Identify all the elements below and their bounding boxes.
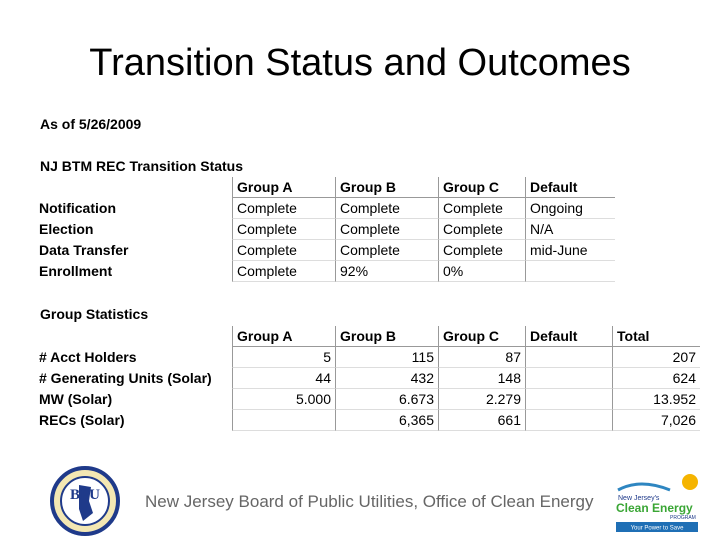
statistics-heading: Group Statistics: [40, 306, 149, 322]
table-cell: [232, 410, 335, 431]
sun: [682, 474, 698, 490]
table-cell: 7,026: [612, 410, 700, 431]
cep-logo: New Jersey's Clean Energy PROGRAM Your P…: [616, 474, 698, 532]
table-cell: 115: [335, 347, 438, 368]
table-cell: Notification: [39, 200, 116, 216]
table-cell: Ongoing: [525, 198, 615, 219]
table-cell: Complete: [232, 219, 335, 240]
header-cell: Default: [525, 177, 615, 198]
table-cell: [525, 368, 612, 389]
table-cell: 5.000: [232, 389, 335, 410]
header-cell: Group A: [232, 177, 335, 198]
table-cell: 0%: [438, 261, 525, 282]
slide-title: Transition Status and Outcomes: [89, 42, 631, 84]
table-cell: 5: [232, 347, 335, 368]
cep-line3: PROGRAM: [670, 515, 696, 521]
table-cell: [525, 347, 612, 368]
table-cell: Election: [39, 221, 94, 237]
table-cell: 6,365: [335, 410, 438, 431]
as-of-date: As of 5/26/2009: [40, 116, 142, 132]
table-cell: [525, 261, 615, 282]
header-cell: [35, 177, 232, 198]
bpu-text: BPU: [70, 487, 100, 503]
table-cell: 661: [438, 410, 525, 431]
table-cell: 432: [335, 368, 438, 389]
table-cell: 44: [232, 368, 335, 389]
wave: [617, 482, 671, 492]
table-cell: # Acct Holders: [39, 349, 137, 365]
table-cell: N/A: [525, 219, 615, 240]
table-cell: Complete: [438, 240, 525, 261]
table-cell: RECs (Solar): [39, 412, 125, 428]
table-cell: Complete: [438, 198, 525, 219]
table-cell: Complete: [232, 198, 335, 219]
table-cell: [525, 410, 612, 431]
status-heading: NJ BTM REC Transition Status: [40, 158, 244, 174]
nj-shape: [79, 485, 93, 521]
table-cell: 148: [438, 368, 525, 389]
table-cell: Complete: [232, 261, 335, 282]
header-cell: [35, 326, 232, 347]
table-cell: MW (Solar): [39, 391, 113, 407]
header-cell: Group C: [438, 326, 525, 347]
table-cell: # Generating Units (Solar): [39, 370, 212, 386]
cep-line2: Clean Energy: [616, 501, 693, 515]
table-cell: 624: [612, 368, 700, 389]
header-cell: Group B: [335, 326, 438, 347]
table-cell: Data Transfer: [39, 242, 129, 258]
table-cell: Complete: [335, 219, 438, 240]
bpu-logo: BPU: [50, 466, 120, 536]
table-cell: 87: [438, 347, 525, 368]
table-cell: 207: [612, 347, 700, 368]
table-cell: Complete: [335, 198, 438, 219]
cep-line1: New Jersey's: [618, 495, 660, 502]
table-cell: Complete: [438, 219, 525, 240]
table-cell: mid-June: [525, 240, 615, 261]
table-cell: 2.279: [438, 389, 525, 410]
table-cell: 13.952: [612, 389, 700, 410]
table-cell: Complete: [335, 240, 438, 261]
header-cell: Default: [525, 326, 612, 347]
table-cell: Enrollment: [39, 263, 113, 279]
header-cell: Group A: [232, 326, 335, 347]
header-cell: Total: [612, 326, 700, 347]
table-cell: Complete: [232, 240, 335, 261]
header-cell: Group B: [335, 177, 438, 198]
header-cell: Group C: [438, 177, 525, 198]
cep-tagline: Your Power to Save: [631, 526, 684, 532]
table-cell: [525, 389, 612, 410]
table-cell: 92%: [335, 261, 438, 282]
footer-text: New Jersey Board of Public Utilities, Of…: [145, 492, 594, 511]
table-cell: 6.673: [335, 389, 438, 410]
tagline-bar: [616, 522, 698, 532]
